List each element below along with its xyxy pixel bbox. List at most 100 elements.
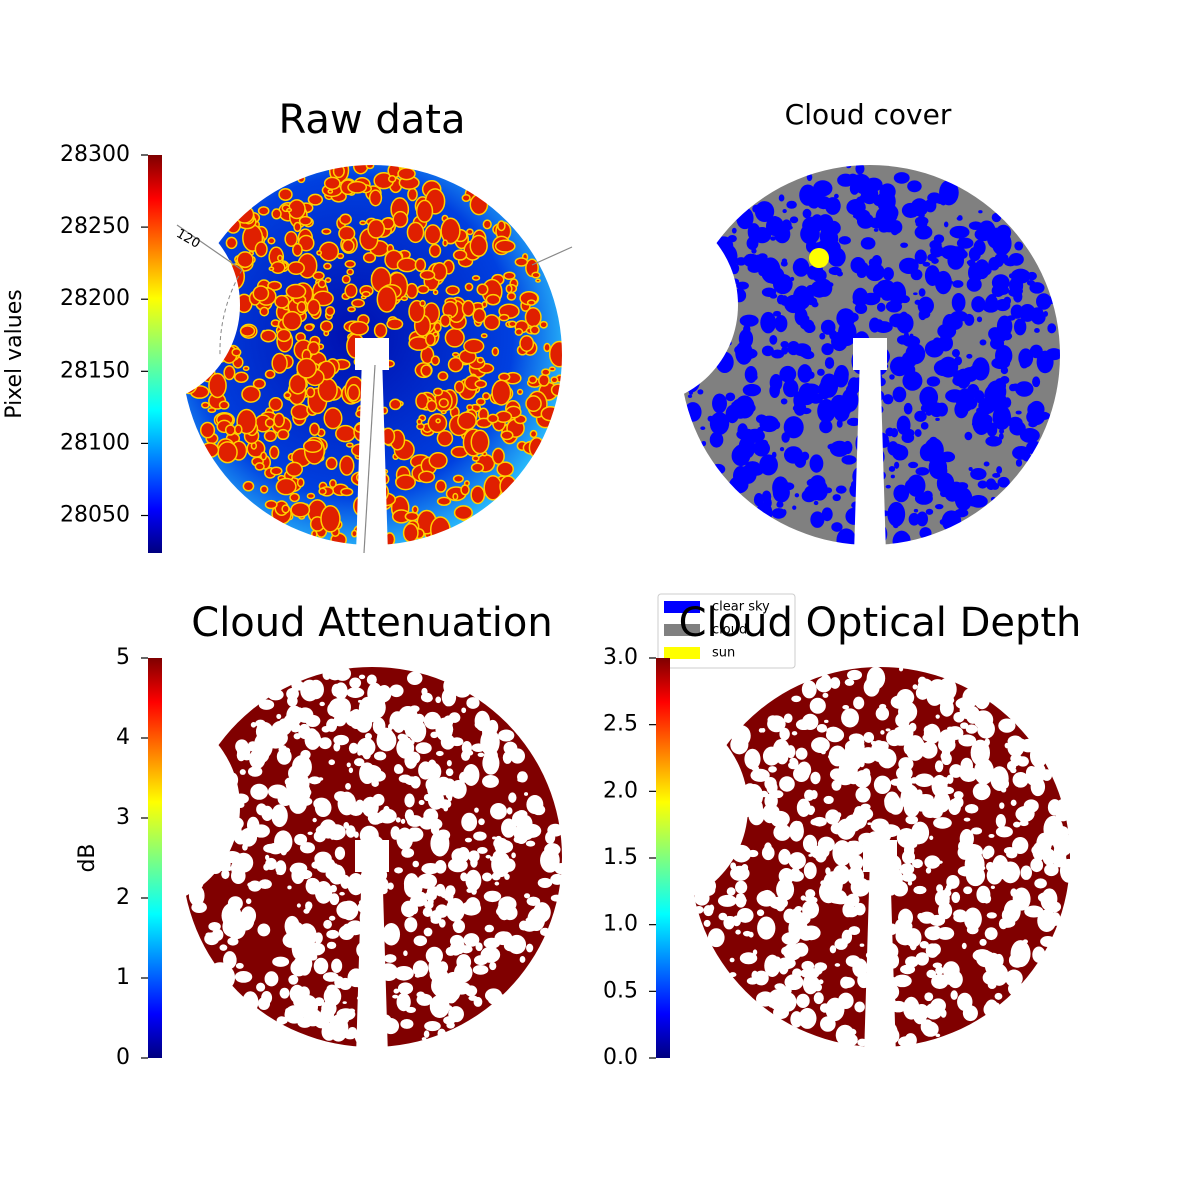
cloud-blob (1008, 273, 1013, 279)
cloud-blob (323, 262, 332, 270)
cloud-blob (540, 405, 561, 422)
cloud-blob (361, 796, 379, 818)
cloud-blob (543, 342, 551, 353)
cloud-blob (282, 932, 301, 948)
cloud-blob (1009, 383, 1017, 392)
cloud-blob (294, 833, 308, 846)
cloud-blob (880, 730, 885, 735)
cloud-blob (782, 209, 787, 214)
cloud-blob (290, 959, 308, 977)
cloud-blob (781, 932, 800, 946)
cloud-blob (219, 944, 228, 951)
cloud-blob (421, 863, 440, 875)
cloud-blob (1010, 799, 1017, 806)
cloud-blob (704, 820, 718, 836)
cloud-blob (407, 827, 424, 842)
cloud-blob (760, 727, 766, 733)
cloud-blob (347, 383, 361, 402)
cloud-blob (873, 1013, 887, 1025)
cloud-blob (939, 519, 945, 525)
cloud-blob (396, 257, 418, 273)
cloud-blob (774, 225, 791, 244)
cloud-blob (352, 495, 371, 517)
cloud-blob (482, 392, 491, 401)
cloud-blob (934, 760, 944, 773)
cloud-blob (420, 364, 433, 378)
panel-title: Cloud Attenuation (191, 600, 552, 646)
cloud-blob (806, 265, 820, 280)
cloud-blob (284, 755, 290, 760)
cloud-blob (172, 343, 193, 360)
cloud-blob (207, 407, 217, 414)
cloud-blob (823, 795, 834, 805)
cloud-blob (978, 210, 983, 214)
cloud-blob (793, 343, 812, 357)
cloud-blob (517, 771, 528, 783)
cloud-blob (366, 674, 377, 685)
cloud-blob (984, 927, 998, 941)
cloud-blob (247, 741, 258, 752)
cloud-blob (994, 378, 1007, 393)
cloud-blob (327, 189, 334, 194)
cloud-blob (884, 866, 903, 893)
cloud-blob (401, 900, 417, 918)
cloud-blob (990, 885, 995, 889)
colorbar-tick-label: 28050 (60, 503, 130, 528)
cloud-blob (445, 946, 456, 956)
cloud-blob (392, 994, 399, 999)
cloud-blob (999, 802, 1005, 809)
cloud-blob (288, 974, 299, 985)
cloud-blob (381, 427, 396, 446)
cloud-blob (382, 922, 401, 946)
cloud-blob (341, 274, 351, 284)
cloud-blob (863, 677, 880, 697)
cloud-blob (698, 302, 706, 311)
cloud-blob (1014, 241, 1024, 251)
cloud-blob (307, 341, 321, 356)
cloud-blob (283, 391, 292, 399)
cloud-blob (682, 368, 701, 393)
cloud-blob (734, 344, 751, 356)
cloud-blob (468, 850, 480, 863)
cloud-blob (334, 846, 346, 860)
cloud-blob (429, 994, 450, 1019)
cloud-blob (1015, 806, 1035, 822)
cloud-blob (383, 359, 395, 368)
cloud-blob (818, 381, 832, 400)
cloud-blob (493, 838, 505, 849)
cloud-blob (460, 484, 470, 496)
cloud-blob (1003, 296, 1012, 306)
cloud-blob (378, 1020, 386, 1028)
cloud-blob (197, 849, 205, 858)
cloud-blob (806, 979, 820, 992)
cloud-blob (1007, 735, 1023, 748)
cloud-blob (760, 439, 769, 447)
cloud-blob (483, 314, 501, 331)
cloud-blob (268, 266, 275, 272)
cloud-blob (177, 360, 196, 373)
cloud-blob (731, 227, 737, 234)
cloud-blob (544, 843, 561, 857)
cloud-blob (900, 242, 909, 248)
cloud-blob (876, 741, 889, 755)
cloud-blob (738, 435, 756, 459)
cloud-blob (898, 257, 919, 275)
cloud-blob (924, 340, 944, 358)
cloud-blob (332, 164, 345, 179)
cloud-blob (870, 741, 877, 746)
cloud-blob (935, 250, 945, 257)
cloud-blob (718, 912, 728, 921)
cloud-blob (220, 275, 236, 292)
cloud-blob (762, 746, 781, 766)
cloud-blob (276, 713, 282, 720)
cloud-blob (341, 239, 355, 253)
cloud-blob (201, 821, 211, 828)
cloud-blob (722, 895, 729, 904)
cloud-blob (348, 767, 354, 774)
cloud-blob (823, 228, 839, 249)
cloud-blob (803, 862, 817, 880)
cloud-blob (885, 728, 891, 732)
cloud-blob (872, 282, 892, 298)
cloud-blob (995, 345, 1013, 367)
cloud-blob (725, 392, 736, 402)
